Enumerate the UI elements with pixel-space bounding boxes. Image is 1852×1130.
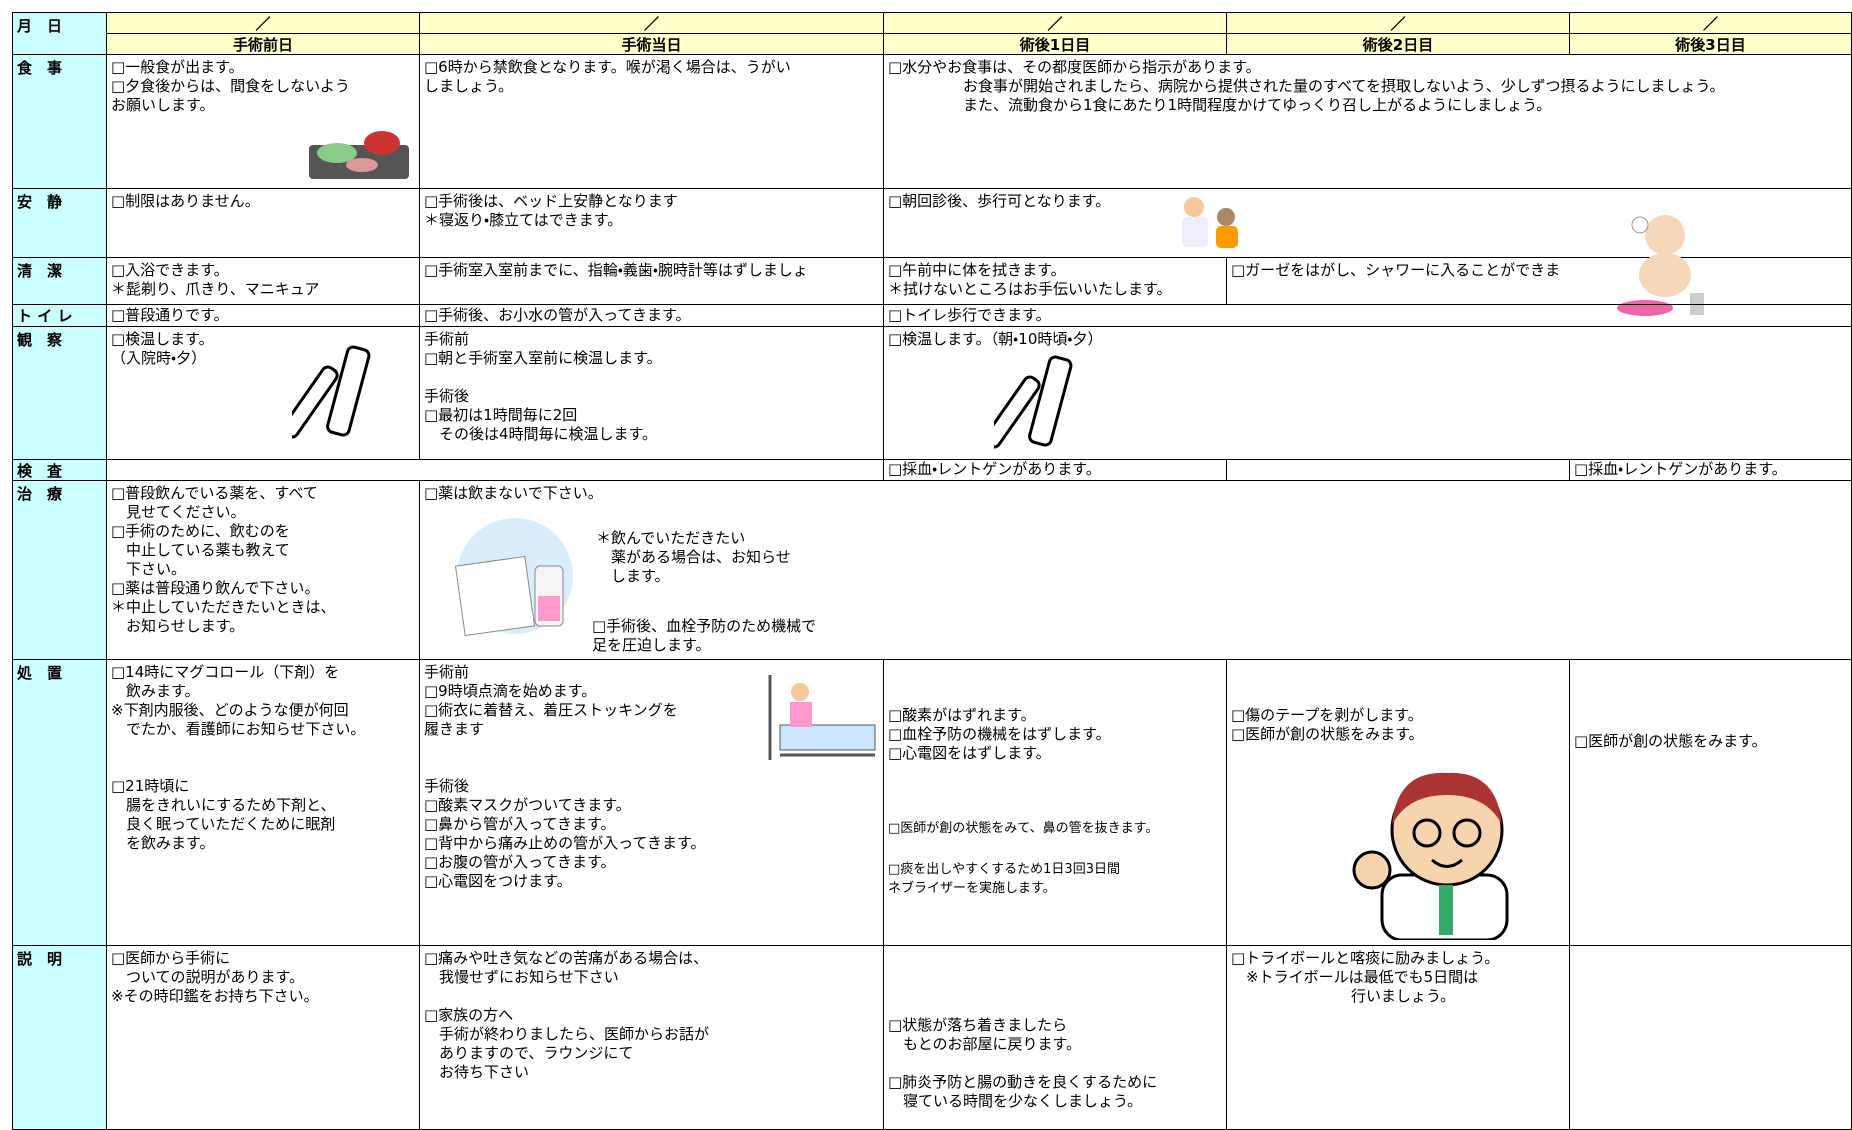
cell [1569,945,1852,1130]
cell [106,459,884,481]
cell-text: □検温します。 （入院時・夕） [111,330,214,367]
row-label: 食 事 [12,54,107,189]
column-header: 手術当日 [419,33,884,55]
cell: □手術室入室前までに、指輪・義歯・腕時計等はずしましょ [419,257,884,305]
cell-text: 手術前 □9時頃点滴を始めます。 □術衣に着替え、着圧ストッキングを 履きます … [424,663,706,890]
row-label: 治 療 [12,480,107,660]
cell: □薬は飲まないで下さい。 ＊飲んでいただきたい 薬がある場合は、お知らせ します… [419,480,1852,660]
shower-icon [1617,215,1704,316]
cell-text: □医師が創の状態をみます。 [1574,732,1767,750]
cell: □状態が落ち着きましたら もとのお部屋に戻ります。 □肺炎予防と腸の動きを良くす… [883,945,1227,1130]
cell: □一般食が出ます。 □夕食後からは、間食をしないよう お願いします。 [106,54,420,189]
cell: □午前中に体を拭きます。 ＊拭けないところはお手伝いいたします。 [883,257,1227,305]
cell [1226,459,1570,481]
cell-text: □状態が落ち着きましたら もとのお部屋に戻ります。 □肺炎予防と腸の動きを良くす… [888,1016,1158,1110]
cell-text: □普段飲んでいる薬を、すべて 見せてください。 □手術のために、飲むのを 中止し… [111,484,336,635]
cell-text: □14時にマグコロール（下剤）を 飲みます。 ※下剤内服後、どのような便が何回 … [111,663,366,852]
date-cell: ／ [1569,12,1852,34]
row-label: 清 潔 [12,257,107,305]
cell: 手術前 □朝と手術室入室前に検温します。 手術後 □最初は1時間毎に2回 その後… [419,326,884,460]
cell-text: □朝回診後、歩行可となります。 [888,192,1111,210]
date-cell: ／ [883,12,1227,34]
cell-text: □検温します。（朝・10時頃・夕） [888,330,1103,348]
cell: □トイレ歩行できます。 [883,304,1852,327]
cell-text: □6時から禁飲食となります。喉が渇く場合は、うがい しましょう。 [424,58,791,95]
cell: □普段飲んでいる薬を、すべて 見せてください。 □手術のために、飲むのを 中止し… [106,480,420,660]
cell: □医師が創の状態をみます。 [1569,659,1852,946]
cell-text: □手術室入室前までに、指輪・義歯・腕時計等はずしましょ [424,261,808,279]
cell: 手術前 □9時頃点滴を始めます。 □術衣に着替え、着圧ストッキングを 履きます … [419,659,884,946]
row-label: ト イ レ [12,304,107,327]
date-cell: ／ [1226,12,1570,34]
nurse-icon [1182,197,1238,248]
row-label: 処 置 [12,659,107,946]
cell-text: □手術後、血栓予防のため機械で 足を圧迫します。 [592,617,817,654]
bed-icon [768,675,876,760]
cell-text: □傷のテープを剥がします。 □医師が創の状態をみます。 [1231,706,1424,743]
cell: □手術後は、ベッド上安静となります ＊寝返り・膝立てはできます。 [419,188,884,258]
cell: □採血・レントゲンがあります。 [883,459,1227,481]
cell-text: □トライボールと喀痰に励みましょう。 ※トライボールは最低でも5日間は 行いまし… [1231,949,1500,1005]
cell-text: □入浴できます。 ＊髭剃り、爪きり、マニキュア [111,261,320,298]
cell-text: □医師から手術に ついての説明があります。 ※その時印鑑をお持ち下さい。 [111,949,319,1005]
doctor-icon [1352,772,1509,940]
cell-text: □ガーゼをはがし、シャワーに入ることができま [1231,261,1561,279]
cell: □医師から手術に ついての説明があります。 ※その時印鑑をお持ち下さい。 [106,945,420,1130]
month-day: 月 日 [12,12,107,55]
cell-text: □午前中に体を拭きます。 ＊拭けないところはお手伝いいたします。 [888,261,1172,298]
cell: □制限はありません。 [106,188,420,258]
cell: □検温します。 （入院時・夕） [106,326,420,460]
cell: □6時から禁飲食となります。喉が渇く場合は、うがい しましょう。 [419,54,884,189]
cell-text: □一般食が出ます。 □夕食後からは、間食をしないよう お願いします。 [111,58,350,114]
cell: □検温します。（朝・10時頃・夕） [883,326,1852,460]
cell-text: □普段通りです。 [111,306,229,324]
cell: □手術後、お小水の管が入ってきます。 [419,304,884,327]
cell: □入浴できます。 ＊髭剃り、爪きり、マニキュア [106,257,420,305]
cell-text: ＊飲んでいただきたい 薬がある場合は、お知らせ します。 [596,529,791,585]
cell-text: □酸素がはずれます。 □血栓予防の機械をはずします。 □心電図をはずします。 [888,706,1111,762]
cell: □水分やお食事は、その都度医師から指示があります。 お食事が開始されましたら、病… [883,54,1852,189]
cell: □採血・レントゲンがあります。 [1569,459,1852,481]
column-header: 術後1日目 [883,33,1227,55]
cell: □傷のテープを剥がします。 □医師が創の状態をみます。 [1226,659,1570,946]
cell: □痛みや吐き気などの苦痛がある場合は、 我慢せずにお知らせ下さい □家族の方へ … [419,945,884,1130]
cell: □14時にマグコロール（下剤）を 飲みます。 ※下剤内服後、どのような便が何回 … [106,659,420,946]
row-label: 観 察 [12,326,107,460]
column-header: 手術前日 [106,33,420,55]
cell-text: □制限はありません。 [111,192,260,210]
thermometer-icon [994,355,1073,449]
cell-text: □薬は飲まないで下さい。 [424,484,603,502]
cell-text: 手術前 □朝と手術室入室前に検温します。 手術後 □最初は1時間毎に2回 その後… [424,330,662,443]
date-cell: ／ [419,12,884,34]
medicine-icon [454,518,573,637]
column-header: 術後3日目 [1569,33,1852,55]
cell-text: □痰を出しやすくするため1日3回3日間 ネブライザーを実施します。 [888,862,1120,896]
meal-icon [309,131,409,179]
cell-text: □手術後、お小水の管が入ってきます。 [424,306,691,324]
cell-text: □水分やお食事は、その都度医師から指示があります。 お食事が開始されましたら、病… [888,58,1725,114]
cell-text: □採血・レントゲンがあります。 [888,460,1101,478]
cell-text: □痛みや吐き気などの苦痛がある場合は、 我慢せずにお知らせ下さい □家族の方へ … [424,949,710,1081]
cell-text: □採血・レントゲンがあります。 [1574,460,1787,478]
cell: □ガーゼをはがし、シャワーに入ることができま [1226,257,1852,305]
cell: □普段通りです。 [106,304,420,327]
thermometer-icon [292,345,371,439]
cell-text: □手術後は、ベッド上安静となります ＊寝返り・膝立てはできます。 [424,192,678,229]
cell-text: □トイレ歩行できます。 [888,306,1051,324]
row-label: 安 静 [12,188,107,258]
cell-text: □医師が創の状態をみて、鼻の管を抜きます。 [888,821,1159,836]
month-day-text: 月 日 [17,17,63,35]
date-cell: ／ [106,12,420,34]
cell: □酸素がはずれます。 □血栓予防の機械をはずします。 □心電図をはずします。 □… [883,659,1227,946]
row-label: 検 査 [12,459,107,481]
row-label: 説 明 [12,945,107,1130]
cell: □トライボールと喀痰に励みましょう。 ※トライボールは最低でも5日間は 行いまし… [1226,945,1570,1130]
column-header: 術後2日目 [1226,33,1570,55]
